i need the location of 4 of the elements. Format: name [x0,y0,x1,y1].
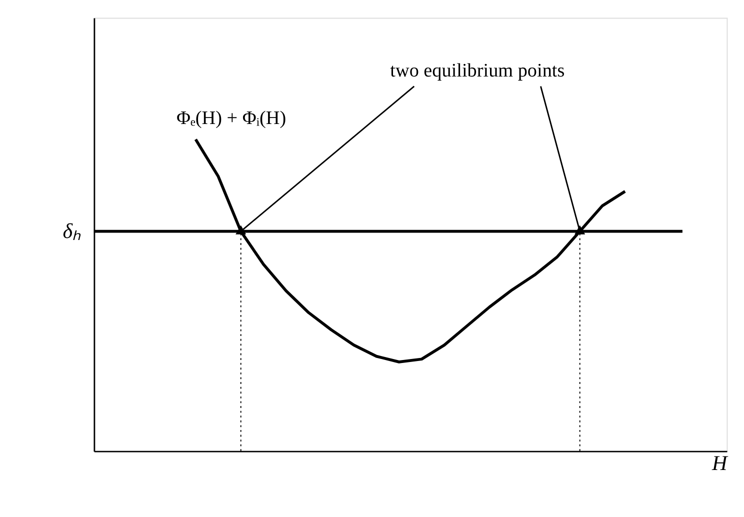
series-label: Φₑ(H) + Φᵢ(H) [176,108,286,129]
ref-line-label: δₕ [62,219,82,244]
text: two equilibrium points [390,60,565,82]
x-axis-title: H [710,450,729,475]
